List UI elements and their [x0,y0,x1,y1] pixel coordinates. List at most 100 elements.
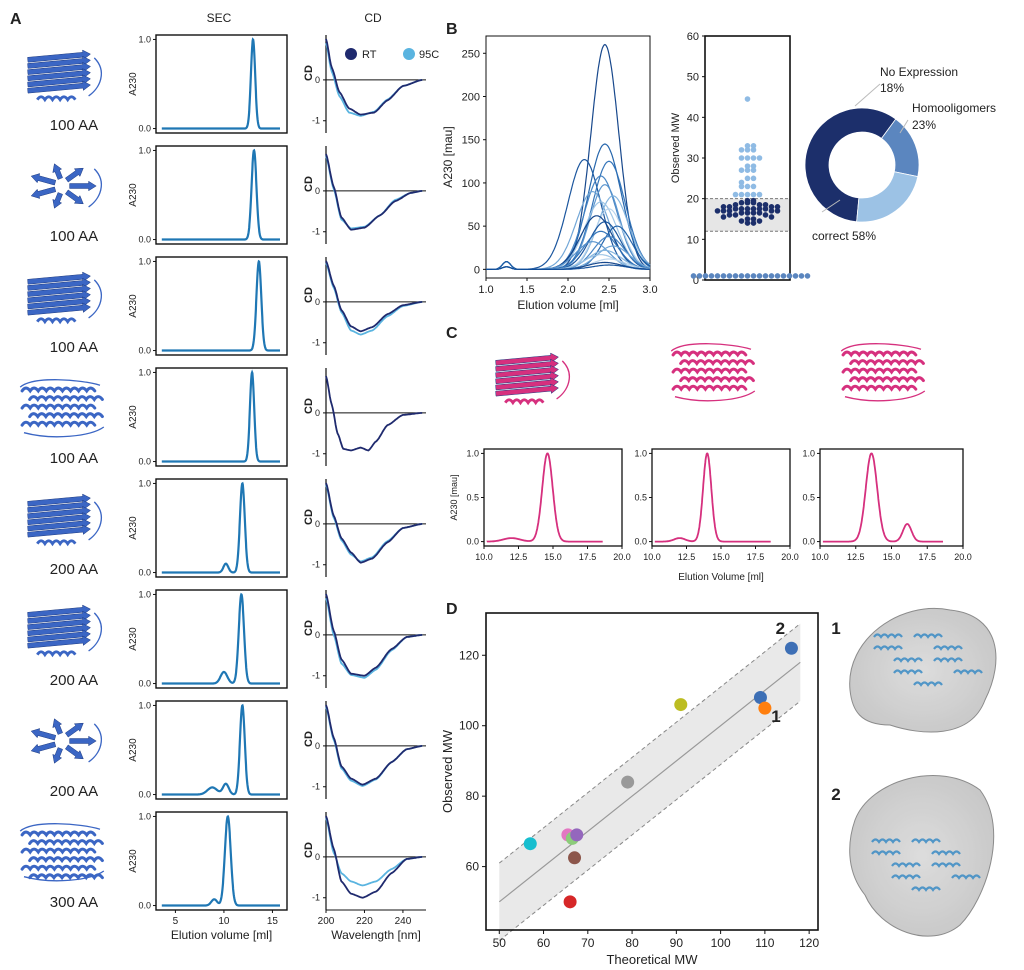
c-xtick-label: 10.0 [475,552,493,562]
c-sec-trace [654,452,771,543]
b-swarm-point [774,208,781,214]
cd-plot: 0 -1 CD [303,479,426,577]
c-sec-frame [651,448,791,547]
helix-coil [671,367,748,375]
legend-label-95c: 95C [419,49,439,61]
c-xtick-label: 17.5 [747,552,765,562]
b-sec-ytick-label: 150 [462,135,480,147]
helix-coil [28,395,104,403]
b-swarm-point [750,175,757,182]
b-swarm-point [750,167,757,173]
b-swarm-point [696,273,703,279]
c-xtick-label: 10.0 [811,552,829,562]
row-size-label: 100 AA [50,228,98,245]
b-sec-xtick-label: 1.5 [519,284,534,296]
d-xtick-label: 100 [711,936,731,950]
pink-structure-1 [495,352,571,406]
em-helix [871,838,901,844]
b-swarm-point [756,155,763,161]
em-helix [913,633,943,639]
c-sec-trace [822,452,943,543]
c-xtick-label: 17.5 [579,552,597,562]
d-ytick-label: 120 [459,648,479,662]
pink-structure-3 [840,343,926,402]
b-swarm-point [732,212,739,218]
c-ytick-label: 0.0 [634,537,647,547]
sec-ylabel: A230 [128,849,139,873]
sec-plot: 0.0 1.0 A230 [128,589,288,689]
cd-ylabel: CD [303,509,315,525]
cd-ytick-label: 0 [315,297,320,307]
cd-trace-rt [325,815,423,899]
cd-ylabel: CD [303,287,315,303]
b-swarm-point [738,273,745,279]
sec-ytick-label: 0.0 [138,679,151,689]
cd-ytick-label: 0 [315,519,320,529]
b-swarm-ytick-label: 30 [687,153,699,165]
em-helix [873,633,903,639]
cd-ytick-label: 0 [315,75,320,85]
panel-letter-a: A [10,11,22,28]
cd-ytick-label: 0 [315,630,320,640]
cd-plot: 0 -1 CD [303,146,426,244]
sec-ytick-label: 1.0 [138,145,151,155]
sec-ytick-label: 1.0 [138,589,151,599]
d-ylabel: Observed MW [440,729,455,813]
em-inset-label: 1 [831,619,840,638]
panel-a-row: 200 AA 0.0 1.0 A230 0 -1 CD [27,478,426,578]
b-swarm-ylabel: Observed MW [670,112,682,183]
helix-coil [20,403,97,411]
beta-strand [64,167,84,183]
cd-trace-95c [325,706,423,787]
d-band-upper [498,623,801,864]
b-swarm-point [762,212,769,218]
sec-ylabel: A230 [128,516,139,540]
sec-ytick-label: 0.0 [138,457,151,467]
b-swarm-point [720,208,727,214]
loop [844,390,926,402]
b-swarm-point [780,273,787,279]
cd-ylabel: CD [303,842,315,858]
protein-structure-row5 [27,493,103,547]
b-swarm-point [690,273,697,279]
b-swarm-ytick-label: 40 [687,112,699,124]
cd-ytick-label: -1 [312,449,320,459]
cd-trace-rt [325,482,423,564]
sec-trace [161,369,280,463]
sec-ylabel: A230 [128,294,139,318]
sec-ylabel: A230 [128,405,139,429]
sec-plot-frame [155,589,288,689]
cd-trace-rt [325,375,423,452]
b-sec-xtick-label: 3.0 [642,284,657,296]
cd-ytick-label: -1 [312,227,320,237]
cd-plot: 0 -1 CD [303,368,426,466]
sec-ylabel: A230 [128,183,139,207]
cd-trace-rt [325,260,423,333]
d-point [784,641,798,655]
d-annotation: 1 [771,707,780,726]
em-helix [933,657,963,663]
b-swarm-point [744,191,751,198]
b-swarm-point [762,206,769,212]
helix-coil [28,839,104,847]
loop [23,426,105,438]
sec-plot: 0.0 1.0 A230 [128,367,288,467]
b-donut-label: Homooligomers [912,101,996,115]
c-ytick-label: 1.0 [802,448,815,458]
b-sec-ytick-label: 0 [474,264,480,276]
d-point [568,851,582,865]
b-swarm-point [738,179,745,186]
panel-letter-c: C [446,325,458,342]
cd-ytick-label: -1 [312,893,320,903]
b-sec-ytick-label: 50 [468,221,480,233]
d-fit-line [498,661,801,903]
b-swarm-point [732,273,739,279]
d-ytick-label: 60 [466,860,480,874]
c-xtick-label: 12.5 [510,552,528,562]
b-donut-label: correct 58% [812,229,876,243]
b-sec-xtick-label: 2.0 [560,284,575,296]
d-point [758,701,772,715]
row-size-label: 200 AA [50,672,98,689]
